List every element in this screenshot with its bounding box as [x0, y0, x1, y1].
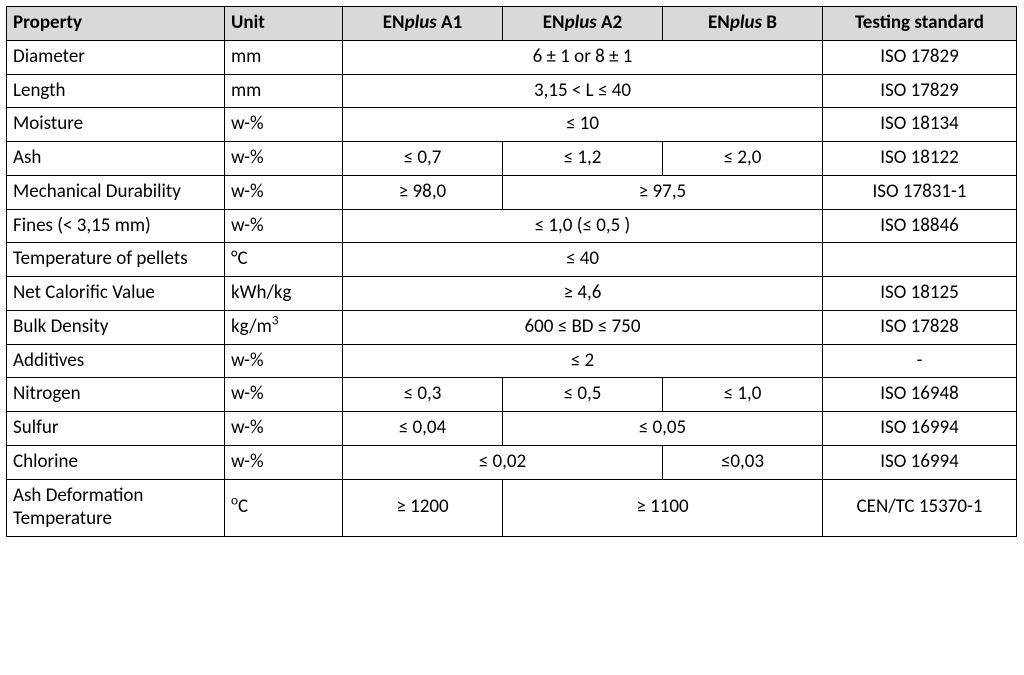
cell-property: Diameter	[7, 40, 225, 74]
cell-property: Bulk Density	[7, 310, 225, 344]
cell-a2b: ≤ 0,05	[503, 412, 823, 446]
cell-b: ≤ 2,0	[663, 142, 823, 176]
cell-b: ≤0,03	[663, 445, 823, 479]
cell-a1: ≤ 0,7	[343, 142, 503, 176]
cell-standard: ISO 16994	[823, 412, 1017, 446]
cell-value: ≥ 4,6	[343, 277, 823, 311]
cell-standard: ISO 18846	[823, 209, 1017, 243]
cell-unit: w-%	[225, 142, 343, 176]
cell-a2: ≤ 0,5	[503, 378, 663, 412]
cell-value: ≤ 2	[343, 344, 823, 378]
cell-value: ≤ 1,0 (≤ 0,5 )	[343, 209, 823, 243]
col-property: Property	[7, 7, 225, 41]
table-row: Temperature of pellets °C ≤ 40	[7, 243, 1017, 277]
cell-property: Additives	[7, 344, 225, 378]
cell-property: Nitrogen	[7, 378, 225, 412]
cell-b: ≤ 1,0	[663, 378, 823, 412]
cell-property: Mechanical Durability	[7, 175, 225, 209]
col-unit: Unit	[225, 7, 343, 41]
cell-unit: kg/m3	[225, 310, 343, 344]
col-testing-standard: Testing standard	[823, 7, 1017, 41]
cell-value: ≤ 10	[343, 108, 823, 142]
table-row: Additives w-% ≤ 2 -	[7, 344, 1017, 378]
cell-value: ≤ 40	[343, 243, 823, 277]
cell-property: Net Calorific Value	[7, 277, 225, 311]
cell-property: Moisture	[7, 108, 225, 142]
table-row: Sulfur w-% ≤ 0,04 ≤ 0,05 ISO 16994	[7, 412, 1017, 446]
cell-a2b: ≥ 97,5	[503, 175, 823, 209]
cell-unit: w-%	[225, 108, 343, 142]
cell-standard	[823, 243, 1017, 277]
cell-value: 600 ≤ BD ≤ 750	[343, 310, 823, 344]
cell-a1: ≤ 0,3	[343, 378, 503, 412]
table-row: Bulk Density kg/m3 600 ≤ BD ≤ 750 ISO 17…	[7, 310, 1017, 344]
cell-unit: w-%	[225, 175, 343, 209]
cell-unit: mm	[225, 40, 343, 74]
col-enplus-a1: ENplus A1	[343, 7, 503, 41]
cell-a1: ≥ 98,0	[343, 175, 503, 209]
cell-standard: ISO 16948	[823, 378, 1017, 412]
cell-unit: w-%	[225, 412, 343, 446]
cell-property: Ash Deformation Temperature	[7, 479, 225, 537]
cell-standard: ISO 17829	[823, 74, 1017, 108]
cell-property: Fines (< 3,15 mm)	[7, 209, 225, 243]
cell-standard: ISO 18125	[823, 277, 1017, 311]
table-row: Chlorine w-% ≤ 0,02 ≤0,03 ISO 16994	[7, 445, 1017, 479]
cell-property: Sulfur	[7, 412, 225, 446]
cell-value: 3,15 < L ≤ 40	[343, 74, 823, 108]
spec-table: Property Unit ENplus A1 ENplus A2 ENplus…	[6, 6, 1017, 537]
table-row: Fines (< 3,15 mm) w-% ≤ 1,0 (≤ 0,5 ) ISO…	[7, 209, 1017, 243]
cell-standard: ISO 16994	[823, 445, 1017, 479]
cell-unit: w-%	[225, 344, 343, 378]
col-enplus-a2: ENplus A2	[503, 7, 663, 41]
cell-a1: ≤ 0,04	[343, 412, 503, 446]
cell-unit: w-%	[225, 445, 343, 479]
table-row: Moisture w-% ≤ 10 ISO 18134	[7, 108, 1017, 142]
cell-unit: mm	[225, 74, 343, 108]
cell-property: Ash	[7, 142, 225, 176]
cell-unit: w-%	[225, 378, 343, 412]
cell-a1: ≥ 1200	[343, 479, 503, 537]
table-row: Ash Deformation Temperature oC ≥ 1200 ≥ …	[7, 479, 1017, 537]
table-row: Nitrogen w-% ≤ 0,3 ≤ 0,5 ≤ 1,0 ISO 16948	[7, 378, 1017, 412]
cell-a2: ≤ 1,2	[503, 142, 663, 176]
cell-unit: oC	[225, 479, 343, 537]
cell-standard: ISO 18134	[823, 108, 1017, 142]
cell-standard: ISO 18122	[823, 142, 1017, 176]
cell-a1a2: ≤ 0,02	[343, 445, 663, 479]
cell-property: Temperature of pellets	[7, 243, 225, 277]
cell-standard: ISO 17829	[823, 40, 1017, 74]
cell-property: Chlorine	[7, 445, 225, 479]
header-row: Property Unit ENplus A1 ENplus A2 ENplus…	[7, 7, 1017, 41]
cell-standard: CEN/TC 15370-1	[823, 479, 1017, 537]
table-row: Diameter mm 6 ± 1 or 8 ± 1 ISO 17829	[7, 40, 1017, 74]
cell-value: 6 ± 1 or 8 ± 1	[343, 40, 823, 74]
cell-unit: °C	[225, 243, 343, 277]
cell-standard: -	[823, 344, 1017, 378]
cell-property: Length	[7, 74, 225, 108]
table-row: Mechanical Durability w-% ≥ 98,0 ≥ 97,5 …	[7, 175, 1017, 209]
cell-unit: kWh/kg	[225, 277, 343, 311]
table-row: Net Calorific Value kWh/kg ≥ 4,6 ISO 181…	[7, 277, 1017, 311]
cell-standard: ISO 17828	[823, 310, 1017, 344]
cell-a2b: ≥ 1100	[503, 479, 823, 537]
cell-standard: ISO 17831-1	[823, 175, 1017, 209]
col-enplus-b: ENplus B	[663, 7, 823, 41]
table-row: Ash w-% ≤ 0,7 ≤ 1,2 ≤ 2,0 ISO 18122	[7, 142, 1017, 176]
table-row: Length mm 3,15 < L ≤ 40 ISO 17829	[7, 74, 1017, 108]
cell-unit: w-%	[225, 209, 343, 243]
